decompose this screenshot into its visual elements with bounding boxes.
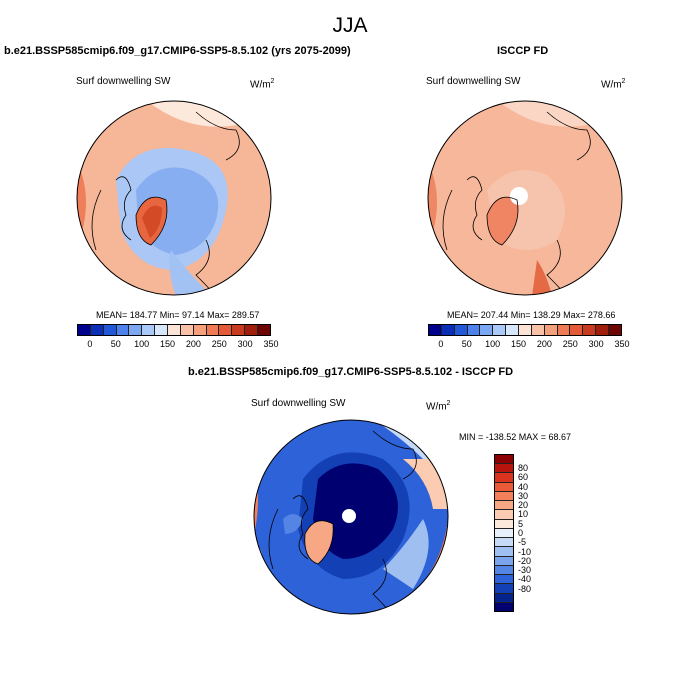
right-colorbar-tick-label: 350 [614,339,630,349]
diff-colorbar-tick-label: 0 [518,528,524,538]
right-colorbar-tick-label: 300 [588,339,604,349]
left-colorbar-swatch [206,325,220,335]
diff-colorbar [494,454,514,612]
left-colorbar-swatch [155,325,169,335]
diff-polar-map [253,419,449,615]
diff-colorbar-swatch [495,556,513,566]
left-colorbar-swatch [116,325,130,335]
diff-colorbar-tick-label: -5 [518,537,527,548]
left-colorbar-ticks: 0 50 100 150 200 250 300 350 [77,337,278,349]
left-colorbar-swatch [258,325,270,335]
right-colorbar-swatch [544,325,558,335]
left-panel-stats: MEAN= 184.77 Min= 97.14 Max= 289.57 [96,310,260,320]
right-colorbar-swatch [493,325,507,335]
diff-colorbar-swatch [495,501,513,511]
diff-colorbar-tick-label: 10 [518,509,529,520]
right-colorbar-swatch [609,325,621,335]
diff-colorbar-tick-label: 20 [518,500,529,511]
left-colorbar-tick-label: 150 [160,339,176,349]
right-colorbar-swatch [557,325,571,335]
left-colorbar-swatch [245,325,259,335]
diff-colorbar-tick-label: -40 [518,574,532,585]
diff-colorbar-tick-label: 5 [518,518,524,529]
right-colorbar-tick-label: 0 [438,339,444,349]
figure-title: JJA [332,14,368,37]
left-polar-map [76,100,272,296]
right-colorbar-swatch [519,325,532,335]
left-panel-units: W/m2 [250,78,275,91]
right-colorbar-tick-label: 200 [536,339,552,349]
right-colorbar-swatch [570,325,584,335]
right-colorbar-tick-label: 100 [485,339,501,349]
diff-colorbar-tick-label: 60 [518,472,529,483]
left-colorbar-swatch [180,325,194,335]
left-colorbar-tick-label: 200 [185,339,201,349]
diff-colorbar-swatch [495,538,513,548]
right-colorbar-swatch [467,325,481,335]
left-colorbar-swatch [78,325,91,335]
right-panel-variable: Surf downwelling SW [426,76,521,87]
diff-panel-title: b.e21.BSSP585cmip6.f09_g17.CMIP6-SSP5-8.… [188,366,514,378]
right-colorbar-swatch [506,325,520,335]
diff-colorbar-tick-label: 40 [518,481,529,492]
diff-colorbar-ticks: 80 60 40 30 20 10 5 0 -5 -10 -20 -30 -40 -80 [518,454,558,612]
right-colorbar-swatch [583,325,597,335]
left-colorbar-swatch [219,325,233,335]
left-colorbar-swatch [232,325,246,335]
right-colorbar-swatch [429,325,442,335]
right-colorbar-swatch [596,325,610,335]
diff-colorbar-swatch [495,575,513,585]
diff-colorbar-swatch [495,482,513,492]
diff-panel-units: W/m2 [426,400,451,413]
right-panel-title: ISCCP FD [497,45,549,57]
diff-colorbar-tick-label: -10 [518,546,532,557]
right-colorbar [428,324,622,336]
left-colorbar-tick-label: 300 [237,339,253,349]
left-colorbar-tick-label: 100 [134,339,150,349]
diff-colorbar-tick-label: -30 [518,565,532,576]
diff-colorbar-swatch [495,473,513,483]
diff-colorbar-tick-label: 80 [518,462,529,473]
diff-colorbar-swatch [495,547,513,557]
diff-colorbar-swatch [495,519,513,529]
left-colorbar [77,324,271,336]
left-colorbar-swatch [193,325,207,335]
right-colorbar-swatch [531,325,545,335]
diff-colorbar-swatch [495,464,513,474]
diff-colorbar-swatch [495,565,513,576]
left-panel-title: b.e21.BSSP585cmip6.f09_g17.CMIP6-SSP5-8.… [4,45,351,57]
diff-colorbar-swatch [495,602,513,611]
diff-colorbar-swatch [495,510,513,520]
right-colorbar-tick-label: 250 [562,339,578,349]
diff-colorbar-tick-label: -20 [518,555,532,566]
left-colorbar-swatch [129,325,143,335]
right-panel-units: W/m2 [601,78,626,91]
left-colorbar-tick-label: 350 [263,339,279,349]
right-colorbar-swatch [480,325,494,335]
right-polar-map [427,100,623,296]
diff-colorbar-swatch [495,528,513,539]
right-colorbar-ticks: 0 50 100 150 200 250 300 350 [428,337,629,349]
left-colorbar-swatch [103,325,117,335]
right-colorbar-tick-label: 150 [511,339,527,349]
diff-colorbar-tick-label: -80 [518,583,532,594]
diff-colorbar-swatch [495,455,513,465]
right-panel-stats: MEAN= 207.44 Min= 138.29 Max= 278.66 [447,310,616,320]
diff-colorbar-tick-label: 30 [518,490,529,501]
diff-colorbar-swatch [495,593,513,603]
left-colorbar-tick-label: 0 [87,339,93,349]
left-colorbar-tick-label: 50 [110,339,121,349]
left-colorbar-swatch [90,325,104,335]
diff-colorbar-swatch [495,491,513,502]
left-panel-variable: Surf downwelling SW [76,76,171,87]
diff-colorbar-swatch [495,584,513,594]
left-colorbar-swatch [142,325,156,335]
diff-panel-variable: Surf downwelling SW [251,398,346,409]
left-colorbar-tick-label: 250 [211,339,227,349]
right-colorbar-swatch [441,325,455,335]
left-colorbar-swatch [168,325,181,335]
right-colorbar-tick-label: 50 [461,339,472,349]
diff-panel-stats: MIN = -138.52 MAX = 68.67 [459,432,572,442]
right-colorbar-swatch [454,325,468,335]
